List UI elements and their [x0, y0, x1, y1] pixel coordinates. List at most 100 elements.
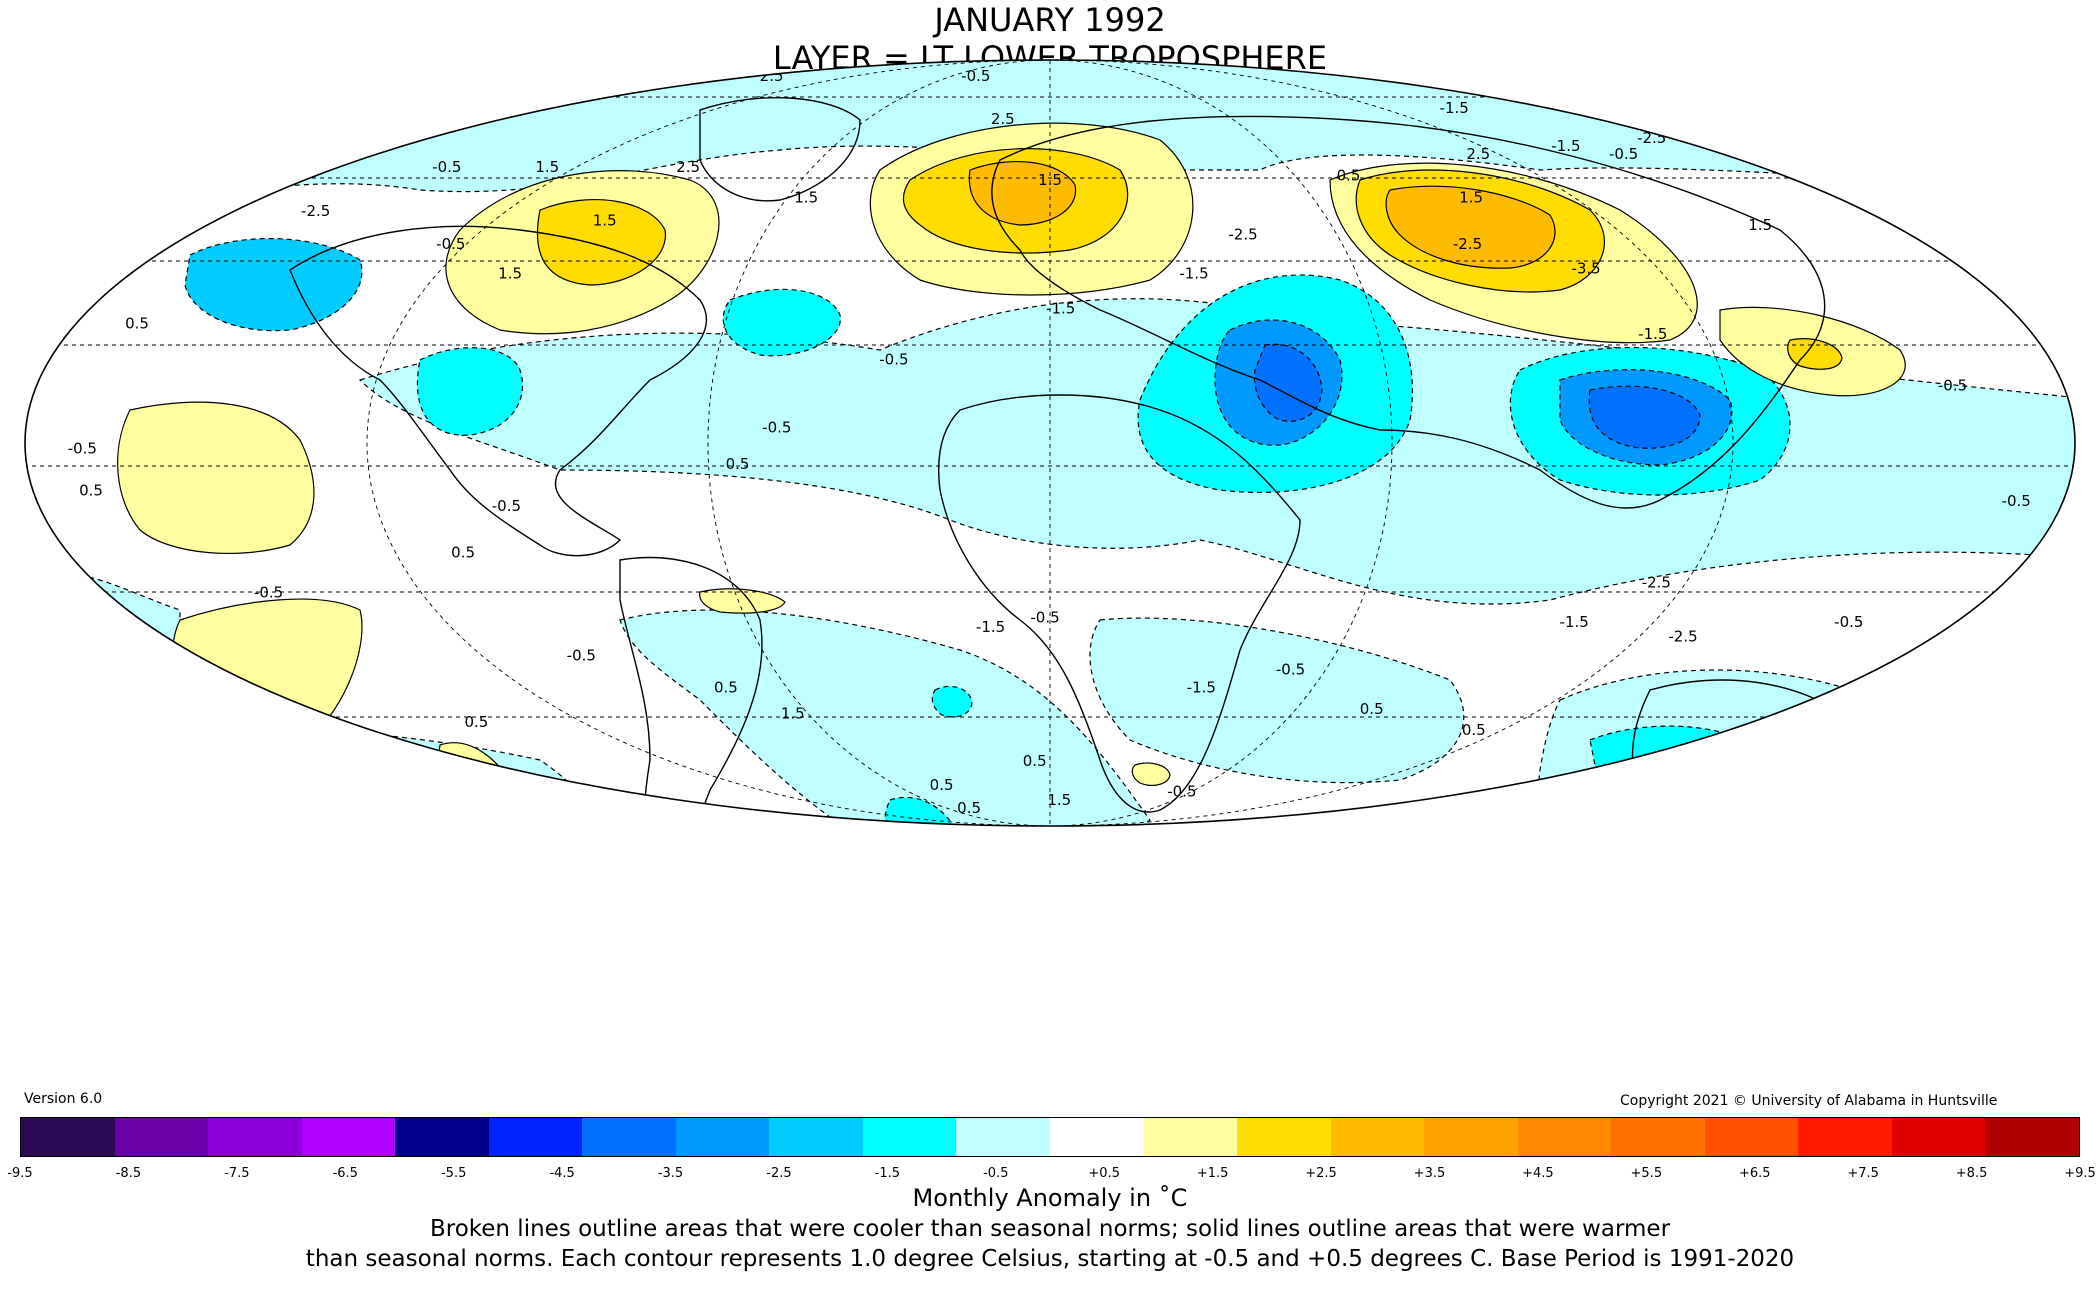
contour-label: -0.5 — [879, 351, 908, 369]
colorbar-segment — [1330, 1118, 1425, 1156]
contour-label: 0.5 — [464, 713, 488, 731]
contour-label: -0.5 — [436, 235, 465, 253]
amazon-warm-blob — [699, 588, 786, 614]
atlantic-cool-core — [722, 288, 841, 357]
colorbar-tick-label: +6.5 — [1738, 1166, 1771, 1181]
weddell-warm-region — [940, 997, 1140, 1060]
colorbar-tick-label: -2.5 — [766, 1166, 792, 1181]
contour-label: -0.5 — [492, 497, 521, 515]
colorbar-tick-label: -8.5 — [115, 1166, 142, 1181]
contour-label: 0.5 — [1337, 166, 1361, 184]
contour-label: 0.5 — [451, 543, 475, 561]
contour-label: -1.5 — [1187, 678, 1216, 696]
contour-label: 1.5 — [593, 212, 617, 230]
anomaly-colorbar — [20, 1117, 2080, 1157]
contour-label: 0.5 — [125, 315, 149, 333]
pacific-warm-region — [117, 401, 315, 555]
caption-line-1: Broken lines outline areas that were coo… — [429, 1216, 1671, 1242]
south-africa-warm-dot — [1131, 762, 1171, 786]
contour-label: -1.5 — [1440, 99, 1469, 117]
east-pacific-south-warm — [250, 937, 560, 1040]
south-america-outline — [619, 556, 763, 826]
contour-label: -2.5 — [301, 202, 330, 220]
eurasia-outline — [991, 115, 1826, 509]
globe-border — [24, 59, 2076, 827]
colorbar-tick-label: +8.5 — [1955, 1166, 1988, 1181]
colorbar-units-label: Monthly Anomaly in ˚C — [912, 1184, 1188, 1212]
colorbar-segment — [956, 1118, 1051, 1156]
contour-label: 2.5 — [1466, 145, 1490, 163]
contour-label: 0.5 — [1023, 752, 1047, 770]
colorbar-tick-label: +7.5 — [1847, 1166, 1879, 1181]
africa-outline — [938, 394, 1301, 813]
contour-label: -0.5 — [1834, 613, 1863, 631]
colorbar-segment — [208, 1118, 302, 1156]
contour-label: 1.5 — [794, 189, 818, 207]
colorbar-segment — [21, 1118, 115, 1156]
land-outlines — [289, 96, 1861, 826]
colorbar-tick-label: -9.5 — [7, 1166, 33, 1181]
canada-warm-core — [536, 199, 666, 286]
version-label: Version 6.0 — [24, 1091, 103, 1107]
antarctic-peninsula-warm — [820, 996, 1000, 1060]
colorbar-tick-label: +4.5 — [1522, 1166, 1554, 1181]
colorbar-segment — [1704, 1118, 1799, 1156]
colorbar-tick-label: +1.5 — [1196, 1166, 1229, 1181]
contour-label: -1.5 — [976, 618, 1005, 636]
weddell-warm-core — [1000, 1035, 1125, 1080]
colorbar-segment — [1517, 1118, 1612, 1156]
se-australia-core — [1724, 813, 1801, 826]
australia-deep-core — [1635, 755, 1716, 812]
contour-label: 1.5 — [781, 704, 805, 722]
contour-label: -1.5 — [1179, 264, 1208, 282]
colorbar-segment — [769, 1118, 863, 1156]
colorbar-segment — [1891, 1118, 1986, 1156]
copyright-label: Copyright 2021 © University of Alabama i… — [1620, 1093, 1998, 1109]
colorbar-tick-label: -5.5 — [440, 1166, 467, 1181]
contour-labels: 2.5 -0.5 -2.5 1.5 2.5 1.5 1.5 -0.5 -0.5 1.5 0.5 -0.… — [68, 67, 2031, 817]
contour-label: 2.5 — [991, 110, 1015, 128]
indian-ocean-cool — [1089, 617, 1465, 784]
colorbar-tick-label: +3.5 — [1413, 1166, 1446, 1181]
australia-cool-core — [1589, 725, 1769, 826]
east-asia-warm-dot — [1787, 338, 1843, 370]
colorbar-segment — [1424, 1118, 1518, 1156]
colorbar-segment — [1050, 1118, 1144, 1156]
colorbar-segment — [862, 1118, 957, 1156]
contour-label: -0.5 — [762, 419, 791, 437]
colorbar-segment — [1798, 1118, 1892, 1156]
contour-label: -0.5 — [1030, 608, 1059, 626]
contour-label: 1.5 — [1459, 189, 1483, 207]
colorbar-segment — [1237, 1118, 1331, 1156]
contour-label: 0.5 — [79, 481, 103, 499]
contour-label: -1.5 — [1551, 137, 1580, 155]
contour-label: 0.5 — [726, 455, 750, 473]
contour-label: -1.5 — [1560, 613, 1589, 631]
contour-label: 0.5 — [957, 799, 981, 817]
colorbar-tick-label: -4.5 — [549, 1166, 575, 1181]
indian-ocean-cool-core — [1185, 876, 1265, 936]
contour-label: -0.5 — [432, 158, 461, 176]
contour-label: -0.5 — [2002, 492, 2031, 510]
contour-label: -2.5 — [1668, 628, 1697, 646]
colorbar-tick-label: -6.5 — [332, 1166, 358, 1181]
caption-line-2: than seasonal norms. Each contour repres… — [305, 1246, 1795, 1272]
colorbar-segment — [582, 1118, 676, 1156]
greenland-outline — [699, 96, 861, 202]
patagonia-warm-core — [720, 887, 831, 943]
colorbar-tick-label: -0.5 — [983, 1166, 1009, 1181]
colorbar-segment — [675, 1118, 770, 1156]
colorbar-tick-label: +5.5 — [1630, 1166, 1663, 1181]
contour-label: -0.5 — [567, 647, 596, 665]
colorbar-tick-label: -7.5 — [224, 1166, 250, 1181]
colorbar-segment — [488, 1118, 583, 1156]
tasman-warm-region — [1600, 945, 1820, 1012]
tropical-pacific-warm — [171, 598, 363, 751]
contour-label: -0.5 — [1167, 782, 1196, 800]
contour-label: 1.5 — [498, 264, 522, 282]
colorbar-segment — [395, 1118, 489, 1156]
contour-label: 2.5 — [676, 158, 700, 176]
contour-label: -1.5 — [1046, 299, 1075, 317]
contour-label: -2.5 — [1637, 129, 1666, 147]
contour-label: 0.5 — [1462, 721, 1486, 739]
